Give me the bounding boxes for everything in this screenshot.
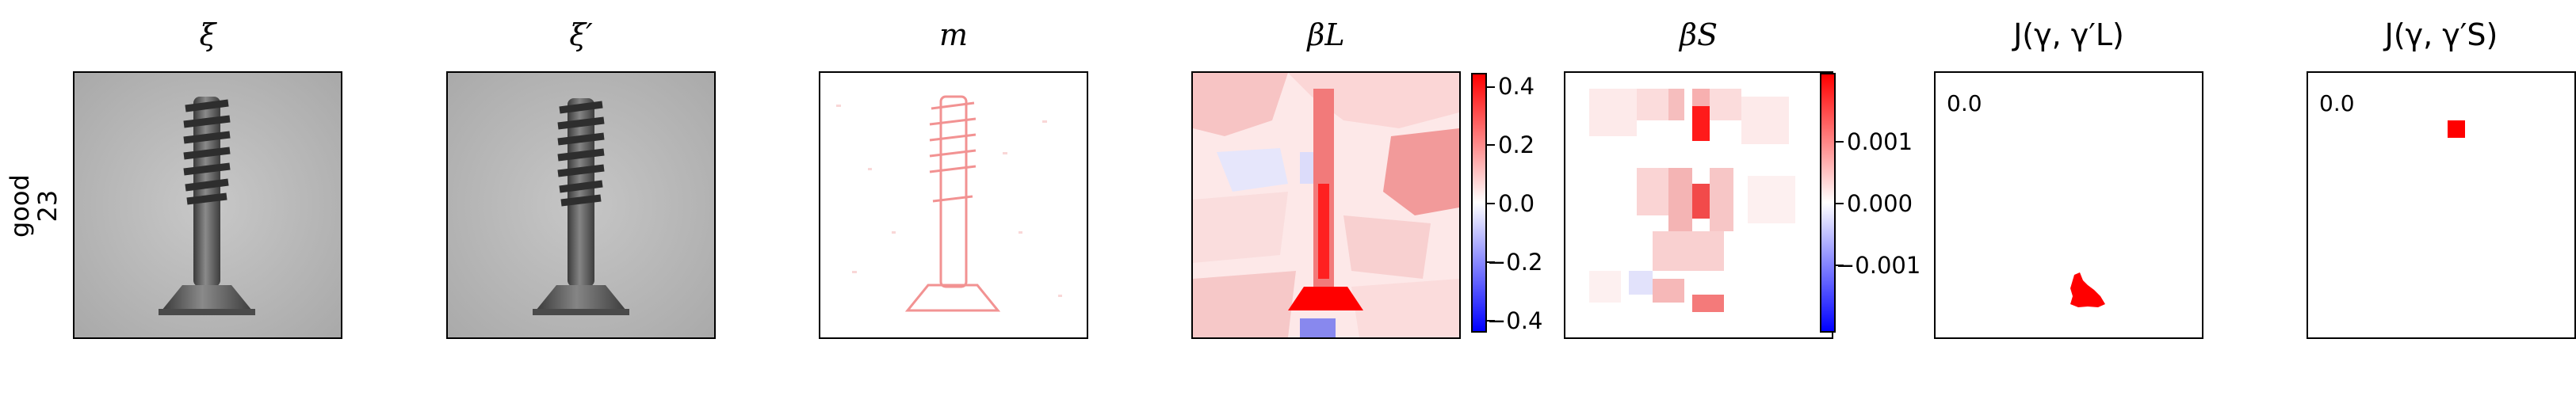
mask-j-l: 0.0 <box>1934 71 2203 339</box>
j-l-value: 0.0 <box>1947 90 1982 116</box>
screw-attribution-icon <box>1288 89 1363 310</box>
image-xi-prime <box>446 71 716 339</box>
panel-title-j-s: J(γ, γ′S) <box>2384 17 2498 52</box>
colorbar-beta-l-tick-label: 0.2 <box>1498 131 1535 158</box>
heatmap-beta-s <box>1564 71 1833 339</box>
colorbar-beta-s <box>1820 73 1836 333</box>
colorbar-beta-l-tick <box>1487 86 1495 88</box>
overlap-region-icon <box>2448 120 2465 138</box>
colorbar-beta-l <box>1471 73 1487 333</box>
panel-title-beta-s: βS <box>1679 17 1718 52</box>
mask-j-s: 0.0 <box>2307 71 2576 339</box>
colorbar-beta-s-tick-label: 0.001 <box>1847 128 1913 155</box>
heatmap-beta-l <box>1191 71 1461 339</box>
image-mask-m <box>819 71 1088 339</box>
colorbar-beta-l-tick <box>1487 144 1495 146</box>
screw-icon <box>159 97 255 315</box>
colorbar-beta-s-tick <box>1836 141 1844 143</box>
colorbar-beta-l-tick-label: 0.0 <box>1498 190 1535 217</box>
colorbar-beta-s-tick-label: −0.001 <box>1836 252 1921 279</box>
colorbar-beta-l-tick-label: 0.4 <box>1498 73 1535 100</box>
colorbar-beta-l-tick <box>1487 261 1495 263</box>
image-xi <box>73 71 342 339</box>
panel-title-m: m <box>938 17 969 52</box>
panel-title-j-l: J(γ, γ′L) <box>2013 17 2124 52</box>
mask-outline-icon <box>904 95 1001 312</box>
colorbar-beta-l-tick <box>1487 203 1495 204</box>
colorbar-beta-s-tick <box>1836 203 1844 204</box>
screw-icon <box>533 98 629 315</box>
panel-title-xi-prime: ξ′ <box>569 17 593 52</box>
colorbar-beta-l-tick-label: −0.4 <box>1487 307 1543 334</box>
panel-title-xi: ξ <box>199 17 216 52</box>
overlap-region-icon <box>2070 272 2105 307</box>
row-label: good 23 <box>5 174 63 238</box>
row-label-class: good <box>5 174 35 238</box>
colorbar-beta-s-tick-label: 0.000 <box>1847 190 1913 217</box>
row-label-index: 23 <box>32 189 63 223</box>
panel-title-beta-l: βL <box>1307 17 1345 52</box>
colorbar-beta-l-tick <box>1487 320 1495 322</box>
colorbar-beta-l-tick-label: −0.2 <box>1487 249 1543 276</box>
colorbar-beta-s-tick <box>1836 265 1844 266</box>
j-s-value: 0.0 <box>2319 90 2355 116</box>
